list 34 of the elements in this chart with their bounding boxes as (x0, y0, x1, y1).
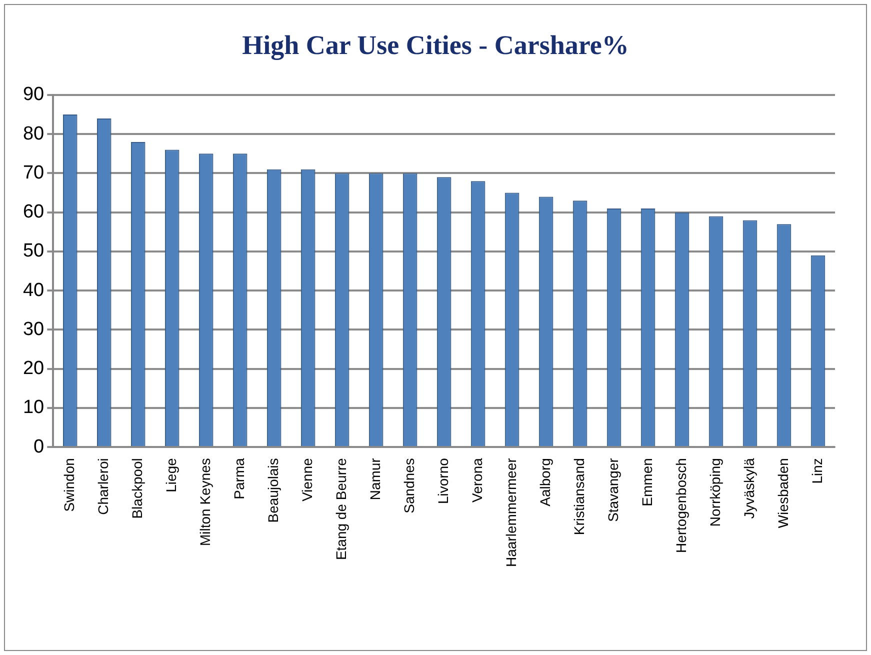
x-tick-label: Hertogenbosch (672, 458, 689, 554)
x-tick-label: Parma (230, 458, 247, 500)
chart-title: High Car Use Cities - Carshare% (241, 30, 630, 61)
x-tick-label: Milton Keynes (196, 458, 213, 546)
y-tick-label: 70 (22, 162, 44, 184)
x-tick-label: Stavanger (604, 458, 621, 522)
y-tick-label: 0 (34, 436, 44, 458)
x-tick-label: Emmen (638, 458, 655, 506)
y-tick-label: 20 (22, 358, 44, 380)
x-tick-label: Jyväskylä (740, 458, 757, 519)
y-tick-label: 80 (22, 123, 44, 144)
y-tick-label: 10 (22, 397, 44, 418)
x-tick-label: Wiesbaden (774, 458, 791, 528)
x-tick-label: Aalborg (536, 458, 553, 506)
x-tick-label: Kristiansand (570, 458, 587, 536)
x-tick-label: Sandnes (400, 458, 417, 514)
y-tick-label: 50 (22, 240, 44, 262)
x-tick-label: Blackpool (128, 458, 145, 519)
y-tick-label: 60 (22, 202, 44, 223)
y-tick-label: 40 (22, 280, 44, 301)
x-tick-label: Norrköping (706, 458, 723, 527)
x-tick-label: Livorno (434, 458, 451, 504)
x-tick-label: Haarlemmermeer (502, 458, 519, 568)
x-tick-label: Swindon (60, 458, 77, 512)
x-tick-label: Etang de Beurre (332, 458, 349, 560)
y-tick-label: 30 (22, 318, 44, 340)
x-tick-label: Liege (162, 458, 179, 492)
x-tick-label: Linz (808, 458, 825, 484)
x-tick-label: Verona (468, 458, 485, 502)
y-tick-label: 90 (22, 84, 44, 106)
x-tick-label: Charleroi (94, 458, 111, 515)
x-tick-label: Vienne (298, 458, 315, 502)
x-tick-label: Beaujolais (264, 458, 281, 523)
x-tick-label: Namur (366, 458, 383, 500)
